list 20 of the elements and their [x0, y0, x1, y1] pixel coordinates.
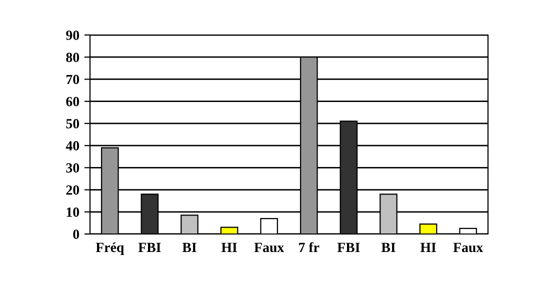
- x-tick-label: Faux: [453, 242, 484, 252]
- x-tick-label: Faux: [254, 242, 284, 252]
- y-tick-label: 90: [66, 30, 80, 40]
- x-tick-label: 7 fr: [299, 242, 320, 252]
- x-tick-label: FBI: [138, 242, 161, 252]
- y-tick-label: 10: [66, 207, 80, 217]
- x-tick-label: BI: [182, 242, 196, 252]
- y-tick-label: 70: [66, 74, 80, 84]
- x-tick-label: Fréq: [96, 242, 124, 255]
- y-tick-label: 40: [66, 141, 80, 151]
- y-tick-label: 80: [66, 52, 80, 62]
- x-tick-label: BI: [381, 242, 396, 252]
- x-tick-label: FBI: [337, 242, 360, 252]
- y-tick-label: 30: [66, 163, 80, 173]
- y-tick-label: 60: [66, 96, 80, 106]
- y-tick-label: 0: [73, 230, 80, 239]
- x-tick-label: HI: [221, 242, 237, 252]
- y-tick-label: 50: [66, 119, 80, 128]
- y-tick-label: 20: [66, 185, 80, 195]
- x-tick-label: HI: [420, 242, 436, 252]
